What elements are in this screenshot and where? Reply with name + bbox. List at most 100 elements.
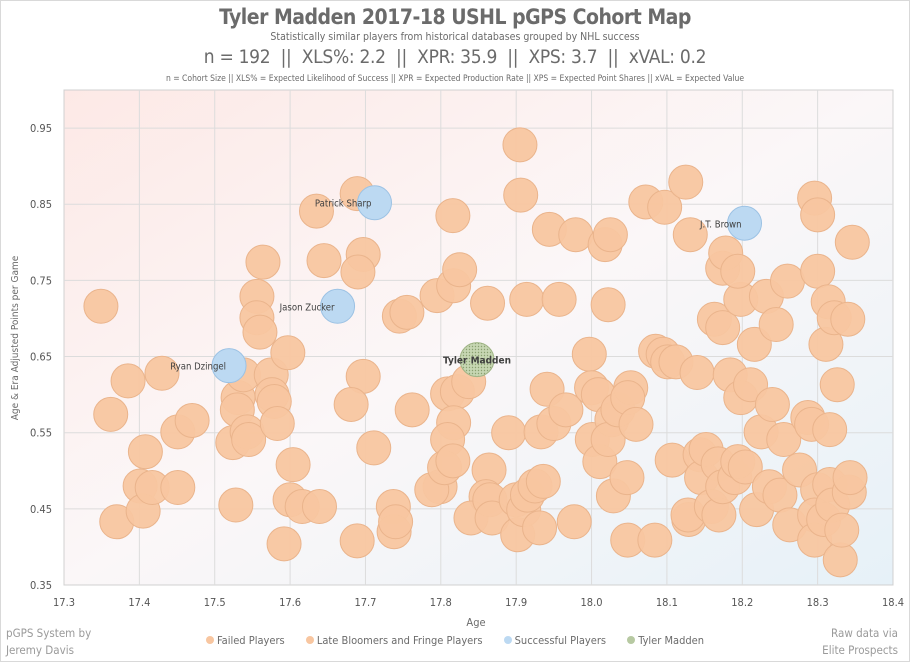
y-tick-label: 0.35	[30, 579, 52, 592]
x-tick-label: 18.4	[882, 596, 904, 609]
credit-line: Elite Prospects	[822, 643, 898, 657]
failed-player-point	[435, 198, 471, 234]
successful-player-label: Patrick Sharp	[315, 199, 372, 210]
legend-item-late-bloomers: Late Bloomers and Fringe Players	[305, 634, 483, 647]
legend-marker	[503, 636, 512, 644]
failed-player-point	[558, 217, 594, 253]
tyler-madden-point	[459, 342, 495, 378]
failed-player-point	[356, 430, 392, 466]
legend-label: Late Bloomers and Fringe Players	[316, 634, 483, 647]
failed-player-point	[301, 489, 337, 525]
y-tick-label: 0.45	[30, 503, 52, 516]
x-tick-label: 18.2	[731, 596, 753, 609]
stats-text: n = 192 || XLS%: 2.2 || XPR: 35.9 || XPS…	[203, 46, 707, 68]
failed-player-point	[592, 217, 628, 253]
x-tick-label: 18.3	[807, 596, 829, 609]
failed-player-point	[637, 522, 673, 558]
failed-player-point	[174, 403, 210, 439]
legend-marker	[627, 636, 636, 644]
successful-player-label: Jason Zucker	[279, 302, 335, 313]
legend-label: Successful Players	[514, 634, 607, 647]
failed-player-point	[766, 422, 802, 458]
failed-player-point	[394, 392, 430, 428]
y-tick-label: 0.95	[30, 122, 52, 135]
failed-player-point	[491, 415, 527, 451]
failed-player-point	[668, 164, 704, 200]
credit-line: Jeremy Davis	[6, 643, 74, 657]
failed-player-point	[754, 387, 790, 423]
legend-item-failed: Failed Players	[205, 634, 285, 647]
failed-player-point	[242, 314, 278, 350]
x-axis-label: Age	[466, 616, 485, 629]
failed-player-point	[769, 263, 805, 299]
failed-player-point	[442, 252, 478, 288]
failed-player-point	[83, 288, 119, 324]
y-tick-label: 0.65	[30, 351, 52, 364]
credit-line: pGPS System by	[6, 626, 92, 640]
x-tick-label: 17.3	[53, 596, 75, 609]
legend-item-successful: Successful Players	[503, 634, 607, 647]
credit-author: pGPS System by Jeremy Davis	[6, 625, 91, 659]
x-tick-label: 17.7	[354, 596, 376, 609]
failed-player-point	[830, 301, 866, 337]
successful-player-label: Ryan Dzingel	[170, 362, 226, 373]
y-axis-label: Age & Era Adjusted Points per Game	[10, 255, 21, 420]
failed-player-point	[340, 254, 376, 290]
successful-player-point	[356, 185, 392, 221]
legend-label: Failed Players	[216, 634, 285, 647]
failed-player-point	[541, 281, 577, 317]
failed-player-point	[144, 355, 180, 391]
failed-player-point	[525, 463, 561, 499]
failed-player-point	[509, 281, 545, 317]
x-tick-label: 18.1	[656, 596, 678, 609]
failed-player-point	[93, 396, 129, 432]
failed-player-point	[571, 336, 607, 372]
failed-player-point	[127, 434, 163, 470]
failed-player-point	[812, 412, 848, 448]
credit-line: Raw data via	[831, 626, 898, 640]
x-tick-label: 17.9	[505, 596, 527, 609]
failed-player-point	[389, 294, 425, 330]
failed-player-point	[548, 392, 584, 428]
failed-player-point	[590, 287, 626, 323]
legend-item-tyler-madden: Tyler Madden	[627, 634, 704, 647]
failed-player-point	[339, 523, 375, 559]
failed-player-point	[275, 447, 311, 483]
failed-player-point	[470, 285, 506, 321]
failed-player-point	[618, 406, 654, 442]
failed-player-point	[231, 422, 267, 458]
stats-abbreviation-note: n = Cohort Size || XLS% = Expected Likel…	[165, 74, 745, 84]
failed-player-point	[758, 307, 794, 343]
failed-player-point	[800, 197, 836, 233]
failed-player-point	[522, 510, 558, 546]
failed-player-point	[298, 193, 334, 229]
failed-player-point	[679, 355, 715, 391]
x-tick-label: 17.6	[279, 596, 301, 609]
failed-player-point	[819, 367, 855, 403]
y-tick-label: 0.55	[30, 427, 52, 440]
failed-player-point	[609, 460, 645, 496]
y-tick-label: 0.85	[30, 198, 52, 211]
failed-player-point	[834, 224, 870, 260]
failed-player-point	[218, 487, 254, 523]
successful-player-label: J.T. Brown	[699, 219, 742, 230]
failed-player-point	[259, 406, 295, 442]
stats-line: n = 192 || XLS%: 2.2 || XPR: 35.9 || XPS…	[0, 46, 910, 68]
failed-player-point	[822, 542, 858, 578]
failed-player-point	[727, 449, 763, 485]
legend-label: Tyler Madden	[638, 634, 705, 647]
failed-player-point	[270, 335, 306, 371]
failed-player-point	[720, 253, 756, 289]
legend-marker	[305, 636, 314, 644]
failed-player-point	[556, 504, 592, 540]
failed-player-point	[503, 177, 539, 213]
failed-player-point	[800, 253, 836, 289]
failed-player-point	[160, 470, 196, 506]
failed-player-point	[672, 217, 708, 253]
failed-player-point	[306, 243, 342, 279]
failed-player-point	[378, 504, 414, 540]
x-tick-label: 18.0	[581, 596, 603, 609]
failed-player-point	[647, 189, 683, 225]
failed-player-point	[832, 460, 868, 496]
